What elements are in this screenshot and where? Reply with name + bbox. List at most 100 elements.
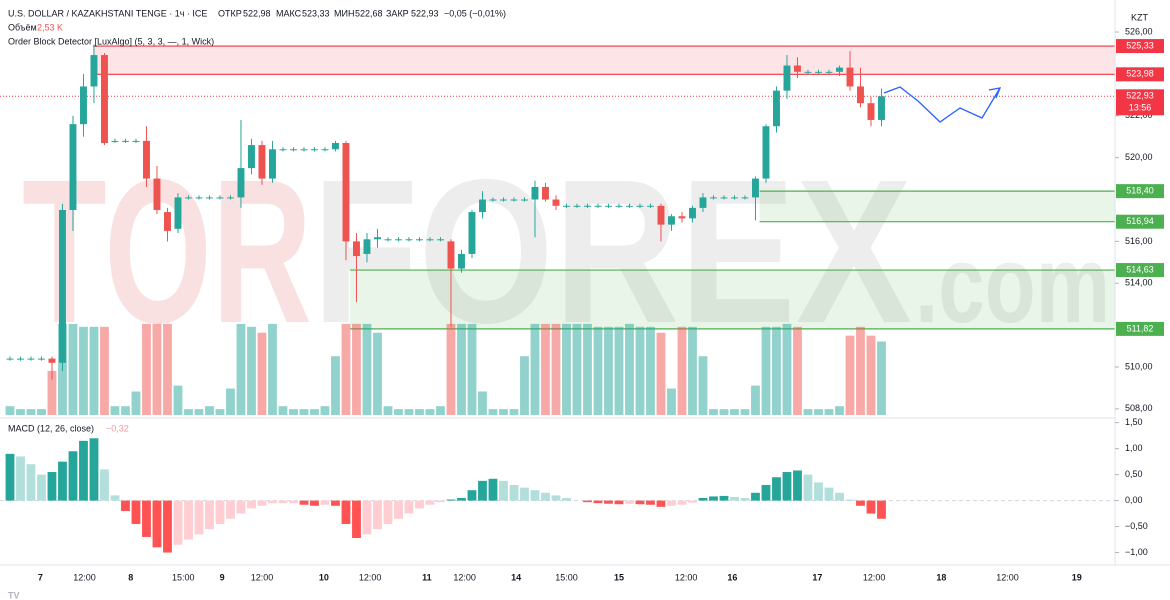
last-price-box <box>1116 89 1164 116</box>
volume-bar <box>625 323 634 415</box>
volume-bar <box>478 391 487 415</box>
volume-bar <box>121 406 130 415</box>
macd-bar <box>866 500 876 514</box>
order-block <box>350 270 1115 329</box>
candle-body <box>783 65 791 91</box>
x-tick-label: 12:00 <box>453 572 476 582</box>
macd-tick-label: 0,00 <box>1125 495 1143 505</box>
candle-body <box>216 197 224 199</box>
x-tick-label: 12:00 <box>996 572 1019 582</box>
candle-body <box>531 186 539 200</box>
macd-bar <box>803 474 813 501</box>
macd-bar <box>877 500 886 519</box>
candle-body <box>678 216 686 219</box>
volume-bar <box>604 326 613 415</box>
macd-bar <box>16 456 25 501</box>
macd-bar <box>478 480 487 501</box>
y-tick-label: 526,00 <box>1125 26 1153 36</box>
candle-body <box>122 140 129 142</box>
plot-layers <box>0 44 1115 553</box>
volume-bar <box>740 409 750 415</box>
candle-body <box>27 358 35 360</box>
volume-bar <box>583 323 592 415</box>
candle-body <box>195 197 203 199</box>
macd-bar <box>551 495 561 501</box>
macd-bar <box>835 492 844 501</box>
volume-bar <box>152 323 162 415</box>
macd-bar <box>310 500 319 506</box>
volume-bar <box>184 409 193 415</box>
macd-bar <box>667 500 676 506</box>
candle-body <box>741 197 749 199</box>
volume-bar <box>803 409 813 415</box>
macd-bar <box>79 440 88 501</box>
candle-body <box>6 358 14 360</box>
macd-bar <box>530 490 540 501</box>
volume-value: 2,53 K <box>37 22 63 32</box>
volume-bar <box>751 385 760 415</box>
candle-body <box>857 86 864 104</box>
macd-bar <box>89 438 99 501</box>
x-tick-label: 18 <box>936 572 946 582</box>
macd-bar <box>257 500 267 506</box>
x-tick-label: 12:00 <box>73 572 96 582</box>
candle-body <box>615 205 623 207</box>
macd-bar <box>58 461 67 501</box>
candle-body <box>804 71 812 73</box>
macd-bar <box>677 500 687 505</box>
volume-bar <box>47 370 57 415</box>
volume-bar <box>656 332 666 415</box>
macd-bar <box>446 499 456 501</box>
macd-bar <box>5 453 15 501</box>
candle-body <box>69 124 77 210</box>
macd-bar <box>656 500 666 507</box>
macd-tick-label: 1,50 <box>1125 417 1143 427</box>
macd-bar <box>268 500 277 504</box>
x-tick-label: 12:00 <box>863 572 886 582</box>
candle-body <box>689 207 696 219</box>
price-label-box <box>1116 321 1164 336</box>
candle-body <box>647 205 654 207</box>
candle-body <box>111 140 119 142</box>
candle-body <box>699 197 707 208</box>
macd-bar <box>236 500 246 514</box>
high: 523,33 <box>302 8 330 18</box>
candle-body <box>332 142 339 150</box>
price-label-box <box>1116 184 1164 199</box>
macd-bar <box>68 451 78 501</box>
macd-value: −0,32 <box>106 423 129 433</box>
macd-bar <box>373 500 382 530</box>
x-tick-label: 14 <box>511 572 521 582</box>
candle-body <box>227 197 234 199</box>
price-label-box <box>1116 67 1164 82</box>
open-label: ОТКР <box>218 8 242 18</box>
macd-bar <box>793 470 802 501</box>
volume-bar <box>824 409 834 415</box>
volume-bar <box>205 406 214 415</box>
volume-bar <box>257 332 267 415</box>
x-tick-label: 15:00 <box>172 572 195 582</box>
candle-body <box>48 358 56 363</box>
price-label: 516,94 <box>1126 216 1154 226</box>
volume-bar <box>772 326 781 415</box>
candle-body <box>479 199 486 213</box>
macd-bar <box>635 500 645 505</box>
currency: KZT <box>1131 12 1149 22</box>
volume-bar <box>383 406 393 415</box>
macd-bar <box>688 500 697 503</box>
projection-line <box>883 86 1001 123</box>
macd-bar <box>856 500 865 506</box>
candle-body <box>636 205 644 207</box>
x-tick-label: 8 <box>128 572 133 582</box>
macd-bar <box>520 487 529 501</box>
macd-bar <box>247 500 256 509</box>
macd-bar <box>436 500 445 503</box>
volume-bar <box>677 326 687 415</box>
candle-body <box>248 145 255 169</box>
macd-bar <box>499 480 508 501</box>
volume-bar <box>446 323 456 415</box>
volume-bar <box>698 356 708 415</box>
macd-bar <box>289 500 298 504</box>
candle-body <box>563 205 570 207</box>
